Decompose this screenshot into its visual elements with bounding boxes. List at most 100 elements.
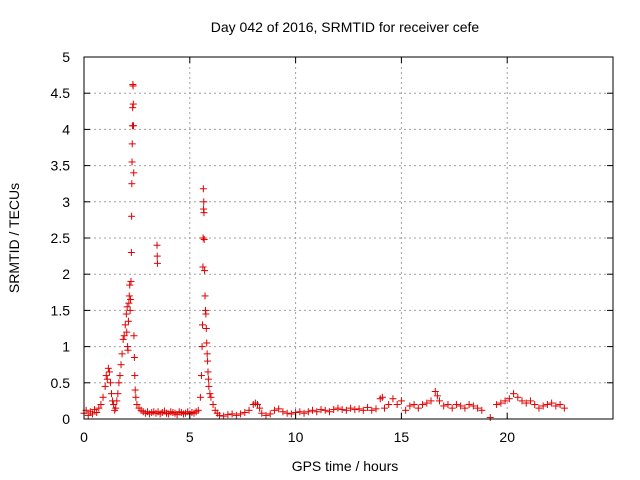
data-point xyxy=(275,405,283,413)
data-point xyxy=(110,401,118,409)
data-point xyxy=(129,100,137,108)
data-point xyxy=(200,209,208,217)
data-point xyxy=(126,306,134,314)
y-tick-label: 0.5 xyxy=(51,375,71,391)
data-point xyxy=(95,404,103,412)
data-point xyxy=(254,401,262,409)
data-point xyxy=(112,404,120,412)
data-point xyxy=(262,411,270,419)
data-point xyxy=(433,392,441,400)
data-point xyxy=(121,321,129,329)
data-point xyxy=(122,310,130,318)
data-point xyxy=(522,399,530,407)
data-point xyxy=(102,372,110,380)
y-tick-label: 4 xyxy=(62,121,70,137)
data-point xyxy=(199,263,207,271)
data-point xyxy=(203,339,211,347)
data-point xyxy=(201,267,209,275)
y-tick-label: 3.5 xyxy=(51,158,71,174)
x-axis-title: GPS time / hours xyxy=(292,458,399,474)
data-point xyxy=(127,296,135,304)
data-point xyxy=(279,408,287,416)
data-point xyxy=(125,299,133,307)
data-point xyxy=(115,379,123,387)
x-tick-label: 10 xyxy=(288,429,304,445)
data-point xyxy=(283,409,291,417)
data-point xyxy=(130,169,138,177)
data-point xyxy=(117,361,125,369)
data-point xyxy=(518,397,526,405)
data-point xyxy=(256,404,264,412)
data-point xyxy=(224,411,232,419)
data-point xyxy=(204,375,212,383)
data-point xyxy=(194,406,202,414)
data-point xyxy=(123,303,131,311)
data-point xyxy=(130,353,138,361)
data-point xyxy=(385,401,393,409)
data-point xyxy=(304,408,312,416)
data-point xyxy=(444,401,452,409)
data-point xyxy=(88,410,96,418)
y-tick-label: 5 xyxy=(62,49,70,65)
data-point xyxy=(97,401,105,409)
x-tick-label: 5 xyxy=(186,429,194,445)
data-point xyxy=(199,185,207,193)
y-tick-label: 2 xyxy=(62,266,70,282)
data-point xyxy=(465,401,473,409)
data-point xyxy=(548,399,556,407)
data-point xyxy=(514,393,522,401)
data-point xyxy=(364,403,372,411)
data-point xyxy=(474,404,482,412)
data-point xyxy=(197,372,205,380)
data-point xyxy=(560,404,568,412)
chart-title: Day 042 of 2016, SRMTID for receiver cef… xyxy=(211,19,480,35)
data-point xyxy=(452,401,460,409)
data-point xyxy=(130,332,138,340)
data-point xyxy=(124,317,132,325)
data-point xyxy=(113,397,121,405)
data-point xyxy=(497,399,505,407)
data-point xyxy=(200,235,208,243)
data-point xyxy=(130,122,138,130)
data-point xyxy=(204,368,212,376)
data-point xyxy=(321,406,329,414)
grid-lines xyxy=(84,57,613,419)
data-point xyxy=(380,404,388,412)
data-point xyxy=(203,350,211,358)
data-point xyxy=(493,401,501,409)
data-point xyxy=(372,405,380,413)
data-point xyxy=(106,379,114,387)
data-point xyxy=(118,350,126,358)
data-point xyxy=(351,406,359,414)
data-point xyxy=(108,390,116,398)
data-point xyxy=(287,410,295,418)
data-point xyxy=(209,401,217,409)
data-point xyxy=(199,234,207,242)
data-point xyxy=(207,393,215,401)
data-point xyxy=(153,252,161,260)
data-point xyxy=(342,406,350,414)
data-point xyxy=(258,409,266,417)
data-point xyxy=(410,401,418,409)
data-point xyxy=(232,411,240,419)
data-point xyxy=(128,140,136,148)
data-point xyxy=(402,406,410,414)
data-point xyxy=(196,393,204,401)
data-point xyxy=(431,387,439,395)
data-point xyxy=(237,410,245,418)
data-point xyxy=(201,292,209,300)
data-point xyxy=(389,395,397,403)
data-point xyxy=(153,259,161,267)
data-point xyxy=(205,382,213,390)
data-point xyxy=(228,410,236,418)
data-point xyxy=(501,397,509,405)
data-point xyxy=(202,310,210,318)
data-point xyxy=(317,406,325,414)
data-point xyxy=(200,198,208,206)
y-tick-label: 1 xyxy=(62,339,70,355)
data-point xyxy=(414,404,422,412)
data-point xyxy=(406,402,414,410)
